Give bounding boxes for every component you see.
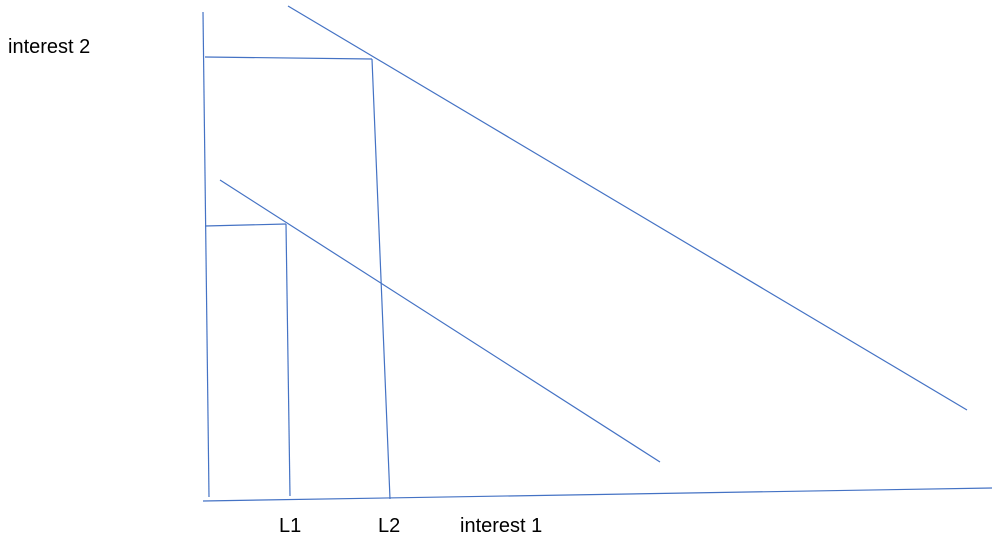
- l1-tick-label: L1: [279, 515, 302, 537]
- y-axis: [202, 11, 210, 498]
- inner-diagonal-line: [219, 179, 661, 463]
- outer-diagonal-line: [287, 5, 968, 411]
- l2-vertical-projection: [371, 58, 391, 500]
- y-axis-label: interest 2: [8, 36, 91, 58]
- l2-tick-label: L2: [378, 515, 401, 537]
- x-axis: [202, 487, 992, 502]
- x-axis-label: interest 1: [460, 515, 543, 537]
- l1-horizontal-projection: [204, 223, 287, 227]
- l1-vertical-projection: [285, 223, 291, 497]
- l2-horizontal-projection: [204, 56, 373, 60]
